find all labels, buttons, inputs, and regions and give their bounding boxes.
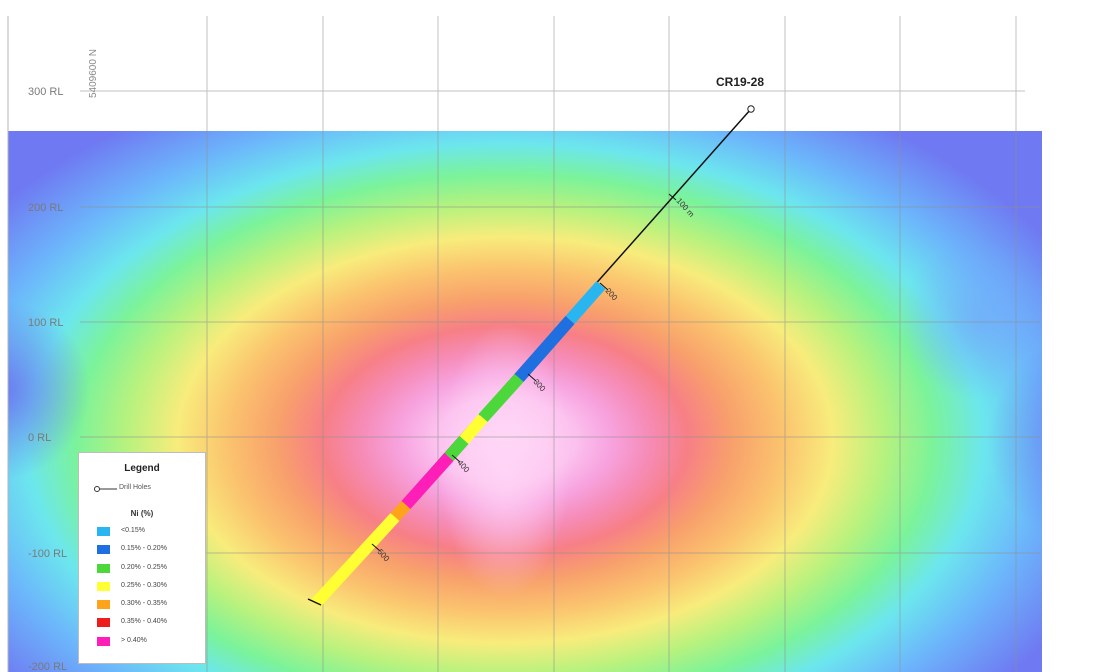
legend-grade-title: Ni (%) bbox=[130, 509, 154, 518]
drillhole-collar bbox=[747, 105, 755, 113]
legend-item-label: 0.25% - 0.30% bbox=[121, 581, 167, 589]
legend-swatch bbox=[97, 563, 110, 573]
legend-swatch bbox=[97, 636, 110, 646]
rl-label-100: 100 RL bbox=[28, 317, 63, 329]
legend-item-label: 0.15% - 0.20% bbox=[121, 545, 167, 553]
rl-label-minus-100: -100 RL bbox=[28, 548, 67, 560]
interval-0-25-0-30 bbox=[311, 512, 400, 608]
interval-lt-0-15 bbox=[565, 281, 606, 324]
depth-ticks bbox=[371, 193, 677, 552]
legend-swatch bbox=[97, 600, 110, 610]
northing-label: 5409600 N bbox=[88, 49, 99, 98]
legend-drill-holes-label: Drill Holes bbox=[119, 484, 151, 491]
legend-item-label: <0.15% bbox=[121, 527, 145, 534]
rl-label-minus-200: -200 RL bbox=[28, 661, 67, 672]
drillhole-end-tick bbox=[307, 598, 322, 606]
interval-0-20-0-25 bbox=[444, 436, 469, 461]
legend-title: Legend bbox=[124, 463, 160, 474]
legend-swatch bbox=[97, 527, 110, 536]
drillhole-name: CR19-28 bbox=[716, 75, 764, 89]
legend-item-label: > 0.40% bbox=[121, 636, 147, 644]
interval-0-15-0-20 bbox=[514, 316, 575, 382]
legend-swatch bbox=[97, 545, 110, 555]
legend: Legend Drill Holes Ni (%) <0.15% 0.15% - … bbox=[78, 452, 206, 664]
interval-0-20-0-25 bbox=[478, 373, 524, 423]
rl-label-300: 300 RL bbox=[28, 86, 63, 98]
rl-label-0: 0 RL bbox=[28, 432, 51, 444]
interval-0-25-0-30 bbox=[459, 414, 488, 444]
interval-0-30-0-35 bbox=[390, 500, 411, 522]
assay-intervals bbox=[311, 281, 606, 608]
legend-swatch bbox=[97, 618, 110, 628]
rl-label-200: 200 RL bbox=[28, 202, 63, 214]
legend-swatch bbox=[97, 581, 110, 591]
legend-item-label: 0.35% - 0.40% bbox=[121, 618, 167, 626]
interval-gt-0-40 bbox=[401, 452, 454, 510]
grid-lines bbox=[80, 16, 1040, 672]
drill-hole-symbol-icon bbox=[94, 486, 117, 492]
legend-item-label: 0.20% - 0.25% bbox=[121, 563, 167, 571]
legend-item-label: 0.30% - 0.35% bbox=[121, 600, 167, 608]
legend-drill-holes: Drill Holes bbox=[93, 483, 198, 495]
